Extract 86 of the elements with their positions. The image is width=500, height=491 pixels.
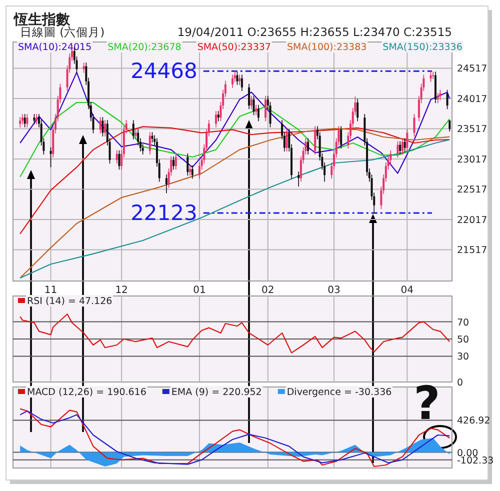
y-tick-label: -102.33 xyxy=(457,455,494,466)
candlestick xyxy=(252,95,255,116)
candlestick xyxy=(33,114,36,125)
chart-title: 恆生指數 xyxy=(13,12,71,28)
candlestick xyxy=(436,92,439,104)
y-tick-label: 0 xyxy=(457,378,464,388)
candlestick xyxy=(24,114,26,128)
candlestick xyxy=(404,138,406,152)
candlestick xyxy=(439,89,442,100)
legend-label: RSI (14) = 47.126 xyxy=(27,296,112,307)
candlestick xyxy=(396,140,399,158)
candlestick xyxy=(148,132,151,155)
y-tick-label: 30 xyxy=(457,352,470,363)
y-tick-label: 21517 xyxy=(457,245,488,256)
candlestick xyxy=(255,104,258,116)
x-tick-label: 03 xyxy=(328,285,340,296)
candlestick xyxy=(406,128,408,152)
x-tick-label: 12 xyxy=(115,285,128,296)
candlestick xyxy=(238,74,241,86)
candlestick xyxy=(151,132,154,143)
candlestick xyxy=(236,71,238,86)
y-tick-label: 22017 xyxy=(457,214,488,226)
chart-subtitle: 日線圖 (六個月) xyxy=(20,25,105,39)
y-tick-label: 24517 xyxy=(457,64,488,75)
line-series xyxy=(20,314,450,354)
text: SMA(150):23336 xyxy=(382,42,462,53)
candlestick xyxy=(399,140,402,155)
candlestick xyxy=(248,83,250,110)
y-tick-label: 24017 xyxy=(457,94,488,105)
y-tick-label: 50 xyxy=(457,334,470,346)
text: SMA(100):23383 xyxy=(286,42,367,53)
legend-label: Divergence = -30.336 xyxy=(286,387,392,398)
candlestick xyxy=(118,150,120,170)
x-tick-label: 01 xyxy=(193,285,206,296)
legend-label: EMA (9) = 220.952 xyxy=(171,387,262,398)
y-tick-label: 23017 xyxy=(457,154,488,166)
text: SMA(50):23337 xyxy=(197,42,271,53)
candlestick xyxy=(104,120,106,137)
candlestick xyxy=(340,126,342,149)
candlestick xyxy=(430,70,432,82)
candlestick xyxy=(102,116,104,137)
candlestick xyxy=(132,120,134,140)
candlestick xyxy=(186,152,189,176)
x-tick-label: 04 xyxy=(400,285,414,296)
candlestick xyxy=(286,128,288,152)
candlestick xyxy=(172,156,174,170)
candlestick xyxy=(82,62,85,74)
candlestick xyxy=(165,174,168,194)
candlestick xyxy=(232,74,234,88)
text: 19/04/2011 O:23655 H:23655 L:23470 C:23515 xyxy=(177,25,452,39)
candlestick xyxy=(257,104,260,122)
candlestick xyxy=(214,110,217,128)
candlestick xyxy=(116,150,118,164)
candlestick xyxy=(356,98,359,122)
candlestick xyxy=(174,152,177,170)
legend-label: MACD (12,26) = 190.616 xyxy=(27,387,146,398)
annotation: ? xyxy=(414,376,440,430)
ref-line-label: 22123 xyxy=(130,201,198,226)
candlestick xyxy=(446,89,448,110)
candlestick xyxy=(36,114,38,125)
text: SMA(20):23678 xyxy=(108,42,182,53)
candlestick xyxy=(307,138,310,155)
candlestick xyxy=(298,171,300,188)
candlestick xyxy=(240,74,243,92)
candlestick xyxy=(189,165,192,176)
candlestick xyxy=(217,110,220,122)
candlestick xyxy=(26,114,28,128)
candlestick xyxy=(401,138,404,155)
ref-line-label: 24468 xyxy=(130,59,198,84)
candlestick xyxy=(264,95,267,122)
candlestick xyxy=(413,114,416,137)
x-tick-label: 11 xyxy=(44,285,58,296)
candlestick xyxy=(19,116,22,128)
x-tick-label: 02 xyxy=(262,285,274,296)
candlestick xyxy=(314,126,316,155)
candlestick xyxy=(21,114,24,125)
candlestick xyxy=(50,146,52,168)
candlestick xyxy=(99,116,102,134)
candlestick xyxy=(250,95,252,110)
y-tick-label: 23517 xyxy=(457,124,488,136)
candlestick xyxy=(191,165,194,180)
y-tick-label: 426.92 xyxy=(457,416,490,427)
y-tick-label: 22517 xyxy=(457,184,488,196)
candlestick xyxy=(134,128,137,140)
line-series xyxy=(20,126,450,234)
y-tick-label: 70 xyxy=(457,317,470,328)
